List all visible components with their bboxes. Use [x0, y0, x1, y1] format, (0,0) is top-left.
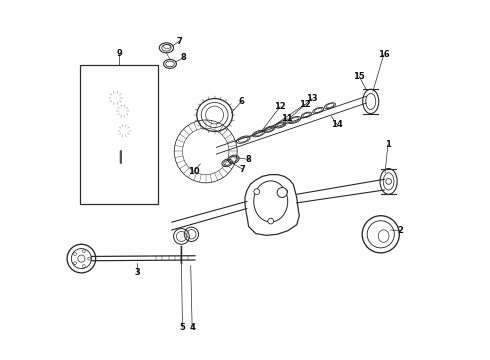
Text: 5: 5 — [179, 323, 185, 332]
Ellipse shape — [380, 168, 397, 194]
Ellipse shape — [159, 43, 173, 53]
Circle shape — [82, 265, 85, 267]
Circle shape — [67, 244, 96, 273]
Text: 4: 4 — [189, 323, 195, 332]
Text: 7: 7 — [176, 37, 182, 46]
Text: 12: 12 — [274, 102, 286, 111]
Text: 16: 16 — [378, 50, 390, 59]
Text: 11: 11 — [281, 114, 293, 123]
Circle shape — [78, 255, 85, 262]
Polygon shape — [245, 175, 299, 235]
Circle shape — [268, 218, 273, 224]
Circle shape — [282, 189, 288, 194]
Ellipse shape — [164, 59, 176, 68]
Circle shape — [362, 216, 399, 253]
Text: 1: 1 — [385, 140, 391, 149]
Circle shape — [74, 262, 76, 265]
Circle shape — [254, 189, 260, 194]
Text: 12: 12 — [299, 100, 311, 109]
Text: 10: 10 — [189, 167, 200, 176]
Bar — [80, 65, 158, 204]
Circle shape — [82, 250, 85, 253]
Circle shape — [88, 257, 91, 260]
Circle shape — [74, 253, 76, 255]
Text: 8: 8 — [181, 53, 186, 62]
Circle shape — [277, 188, 287, 198]
Text: 7: 7 — [240, 165, 245, 174]
Text: 6: 6 — [239, 97, 245, 106]
Ellipse shape — [363, 89, 379, 113]
Ellipse shape — [197, 99, 232, 131]
Text: 2: 2 — [397, 226, 403, 235]
Text: 15: 15 — [353, 72, 365, 81]
Circle shape — [386, 179, 392, 184]
Text: 3: 3 — [134, 268, 140, 277]
Text: 9: 9 — [117, 49, 122, 58]
Text: 13: 13 — [306, 94, 318, 103]
Text: 8: 8 — [245, 155, 251, 164]
Text: 14: 14 — [331, 120, 343, 129]
